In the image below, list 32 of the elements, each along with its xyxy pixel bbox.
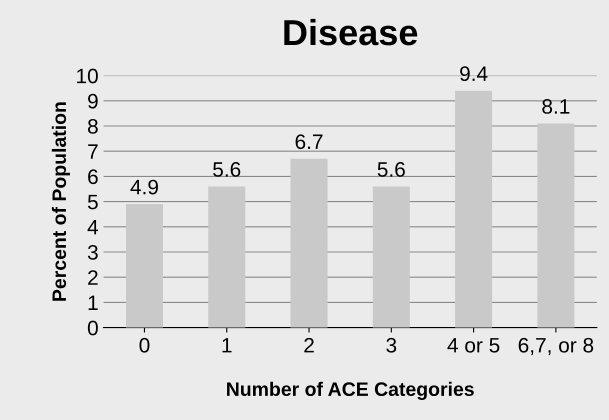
y-tick-label: 2 xyxy=(88,270,98,285)
x-tick-label: 6,7, or 8 xyxy=(518,338,594,356)
bar xyxy=(372,186,410,328)
data-label: 5.6 xyxy=(378,162,405,177)
data-label: 9.4 xyxy=(460,66,488,82)
y-tick-label: 9 xyxy=(88,94,98,109)
x-axis-title: Number of ACE Categories xyxy=(227,382,474,400)
x-tick-label: 4 or 5 xyxy=(447,338,500,353)
data-label: 5.6 xyxy=(213,162,240,177)
y-tick-label: 4 xyxy=(88,220,98,234)
bar xyxy=(208,186,246,328)
chart-title: Disease xyxy=(284,18,418,46)
y-tick-label: 10 xyxy=(77,68,98,84)
y-tick-label: 3 xyxy=(88,245,98,260)
y-tick-label: 5 xyxy=(88,194,98,210)
data-label: 6.7 xyxy=(296,134,322,150)
bar xyxy=(290,158,328,328)
y-tick-label: 7 xyxy=(88,144,98,159)
x-tick-label: 3 xyxy=(386,338,396,353)
bar xyxy=(537,123,574,328)
x-tick-label: 1 xyxy=(222,338,232,352)
data-label: 8.1 xyxy=(542,99,570,114)
bar xyxy=(126,204,163,328)
y-tick-label: 1 xyxy=(88,296,98,310)
y-tick-label: 0 xyxy=(88,320,98,336)
y-axis-title: Percent of Population xyxy=(52,102,70,301)
x-tick-label: 0 xyxy=(139,338,150,353)
y-tick-label: 8 xyxy=(88,119,98,134)
y-tick-label: 6 xyxy=(88,169,98,184)
x-tick-label: 2 xyxy=(304,338,314,352)
data-label: 4.9 xyxy=(130,180,158,194)
bar xyxy=(455,90,492,328)
